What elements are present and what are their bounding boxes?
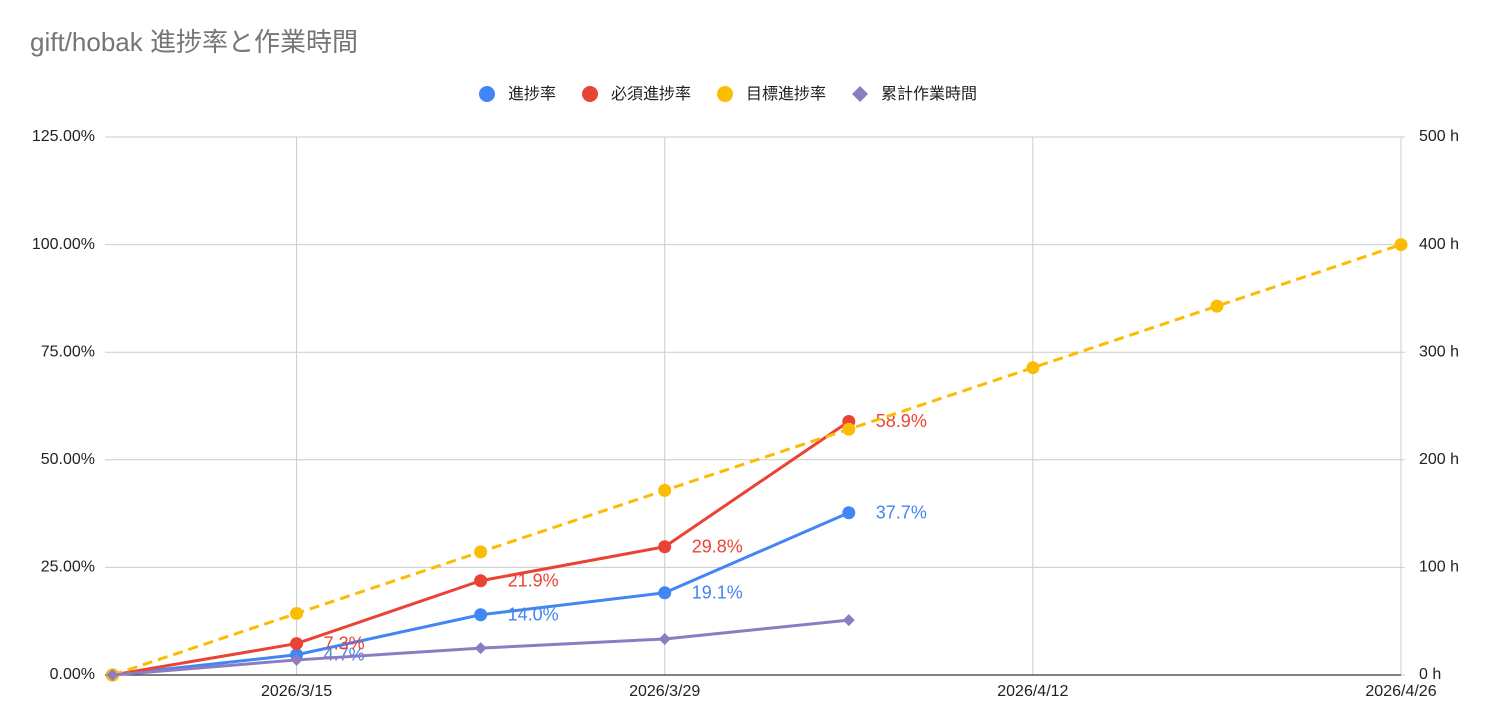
y-tick-label: 75.00% [41, 343, 95, 360]
point-marker [842, 422, 856, 436]
y-tick-label: 50.00% [41, 451, 95, 468]
x-tick-label: 2026/3/29 [629, 683, 700, 700]
data-label: 37.7% [876, 502, 927, 522]
data-label: 7.3% [324, 633, 365, 653]
y2-tick-label: 0 h [1419, 666, 1441, 683]
y2-tick-label: 500 h [1419, 128, 1459, 145]
point-marker [658, 540, 672, 554]
data-label: 19.1% [692, 583, 743, 603]
data-label: 4.7% [324, 645, 365, 665]
legend-label: 目標進捗率 [746, 85, 826, 103]
legend-marker [582, 86, 599, 102]
point-marker [1394, 238, 1408, 252]
data-label: 21.9% [508, 570, 559, 590]
data-label: 14.0% [508, 604, 559, 624]
point-marker [658, 586, 672, 600]
legend-marker [479, 86, 495, 102]
x-tick-label: 2026/4/26 [1365, 683, 1436, 700]
y2-tick-label: 100 h [1419, 559, 1459, 576]
data-label: 58.9% [876, 411, 927, 431]
chart-title: gift/hobak 進捗率と作業時間 [30, 27, 358, 57]
point-marker [290, 606, 304, 620]
point-marker [842, 614, 855, 627]
x-tick-label: 2026/4/12 [997, 683, 1068, 700]
y-tick-label: 25.00% [41, 559, 95, 576]
y-tick-label: 125.00% [32, 128, 95, 145]
y2-tick-label: 200 h [1419, 451, 1459, 468]
point-marker [474, 545, 488, 559]
y-tick-label: 100.00% [32, 236, 95, 253]
legend-label: 必須進捗率 [611, 85, 691, 103]
point-marker [474, 608, 488, 622]
point-marker [658, 483, 672, 497]
point-marker [474, 574, 488, 588]
data-label: 29.8% [692, 536, 743, 556]
legend-label: 進捗率 [508, 85, 556, 103]
point-marker [1026, 361, 1040, 375]
point-marker [658, 632, 671, 645]
series-line [112, 243, 1402, 677]
legend-marker [852, 86, 869, 102]
y-tick-label: 0.00% [50, 666, 95, 683]
x-tick-label: 2026/3/15 [261, 683, 332, 700]
point-marker [290, 653, 303, 666]
point-marker [842, 506, 856, 520]
legend-label: 累計作業時間 [881, 85, 977, 103]
point-marker [474, 642, 487, 655]
legend-marker [717, 86, 734, 102]
point-marker [290, 637, 304, 651]
point-marker [106, 669, 119, 681]
y2-tick-label: 400 h [1419, 236, 1459, 253]
point-marker [1210, 299, 1224, 313]
y2-tick-label: 300 h [1419, 343, 1459, 360]
